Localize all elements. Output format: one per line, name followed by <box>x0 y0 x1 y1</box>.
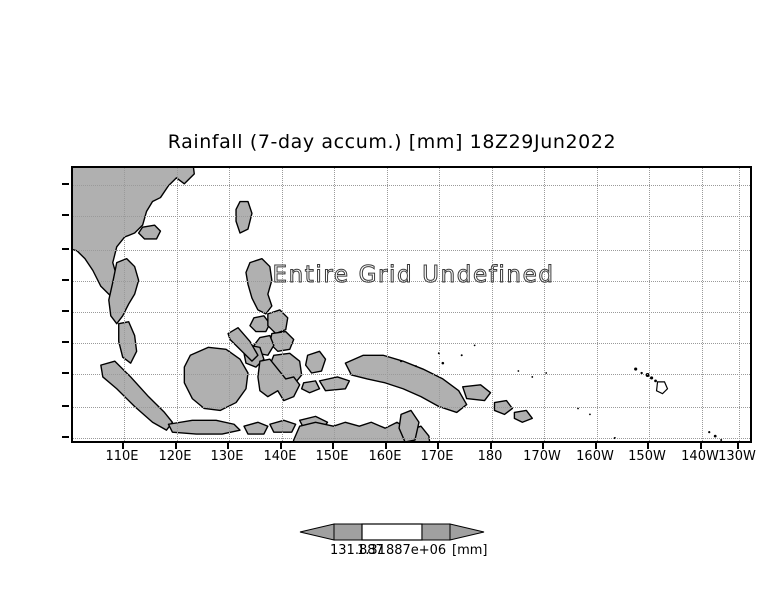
gridline-horizontal <box>73 281 750 282</box>
x-tick-label: 140E <box>263 449 297 464</box>
gridline-horizontal <box>73 312 750 313</box>
x-tick-mark <box>122 443 124 449</box>
gridline-vertical <box>177 168 178 441</box>
y-tick-mark <box>62 248 69 250</box>
y-tick-mark <box>62 372 69 374</box>
x-tick-mark <box>280 443 282 449</box>
gridline-vertical <box>124 168 125 441</box>
x-tick-mark <box>542 443 544 449</box>
gridline-vertical <box>597 168 598 441</box>
page-title: Rainfall (7-day accum.) [mm] 18Z29Jun202… <box>167 131 617 153</box>
gridline-vertical <box>229 168 230 441</box>
colorbar-min-label: 131.887 <box>330 543 384 558</box>
x-tick-mark <box>595 443 597 449</box>
y-tick-mark <box>62 436 69 438</box>
x-tick-label: 150E <box>315 449 349 464</box>
gridline-vertical <box>544 168 545 441</box>
gridline-vertical <box>334 168 335 441</box>
map-coastline-layer <box>73 168 723 441</box>
x-tick-mark <box>227 443 229 449</box>
gridline-vertical <box>282 168 283 441</box>
x-tick-label: 170W <box>523 449 561 464</box>
x-tick-label: 130E <box>210 449 244 464</box>
x-tick-label: 110E <box>105 449 139 464</box>
x-tick-mark <box>647 443 649 449</box>
x-tick-mark <box>437 443 439 449</box>
x-tick-mark <box>332 443 334 449</box>
x-tick-label: 170E <box>420 449 454 464</box>
gridline-vertical <box>387 168 388 441</box>
gridline-horizontal <box>73 185 750 186</box>
x-tick-label: 160W <box>576 449 614 464</box>
x-tick-mark <box>175 443 177 449</box>
gridline-horizontal <box>73 216 750 217</box>
x-tick-label: 160E <box>368 449 402 464</box>
x-tick-label: 120E <box>158 449 192 464</box>
y-tick-mark <box>62 405 69 407</box>
gridline-horizontal <box>73 250 750 251</box>
map-plot-area[interactable]: Entire Grid Undefined <box>71 166 752 443</box>
y-tick-mark <box>62 341 69 343</box>
gridline-vertical <box>739 168 740 441</box>
x-tick-label: 150W <box>628 449 666 464</box>
x-tick-label: 130W <box>718 449 756 464</box>
x-tick-label: 140W <box>681 449 719 464</box>
x-tick-label: 180 <box>477 449 503 464</box>
gridline-horizontal <box>73 407 750 408</box>
y-tick-mark <box>62 183 69 185</box>
gridline-horizontal <box>73 343 750 344</box>
colorbar-unit-label: [mm] <box>452 543 488 558</box>
colorbar-max-label: 1.31887e+06 <box>357 543 447 558</box>
x-tick-mark <box>490 443 492 449</box>
gridline-vertical <box>702 168 703 441</box>
gridline-vertical <box>439 168 440 441</box>
x-tick-mark <box>737 443 739 449</box>
x-tick-mark <box>385 443 387 449</box>
y-tick-mark <box>62 214 69 216</box>
colorbar[interactable]: 131.887 1.31887e+06 [mm] <box>0 520 784 570</box>
y-tick-mark <box>62 310 69 312</box>
colorbar-swatch[interactable] <box>292 520 492 544</box>
x-tick-mark <box>700 443 702 449</box>
y-tick-mark <box>62 279 69 281</box>
gridline-vertical <box>492 168 493 441</box>
gridline-vertical <box>649 168 650 441</box>
gridline-horizontal <box>73 438 750 439</box>
gridline-horizontal <box>73 374 750 375</box>
